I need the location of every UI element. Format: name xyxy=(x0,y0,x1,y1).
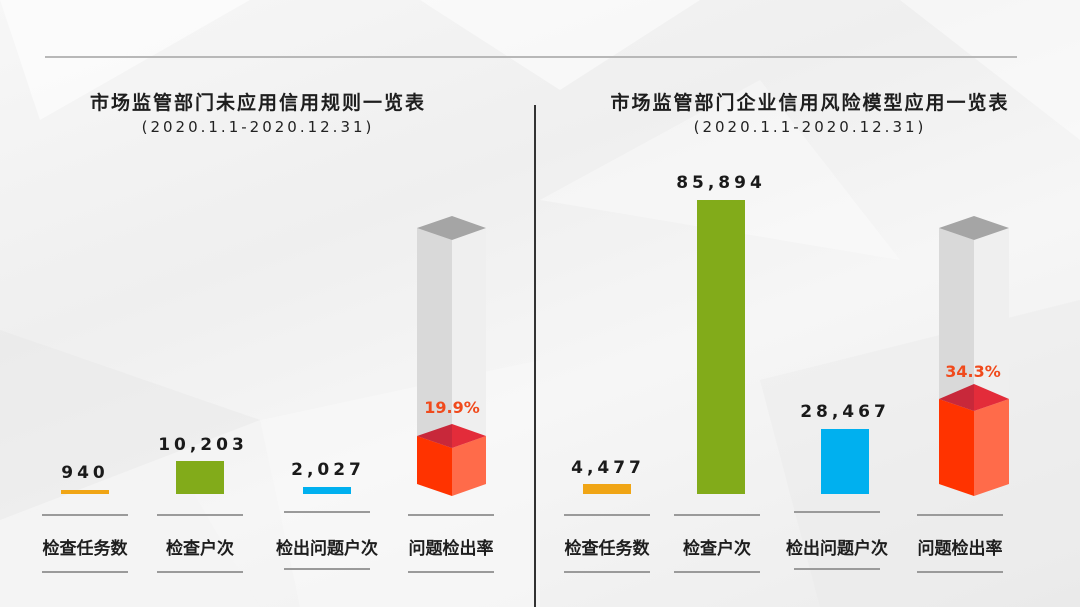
label-rule xyxy=(42,514,128,516)
value-label: 2,027 xyxy=(291,460,365,480)
bar-task-count xyxy=(583,484,631,494)
top-rule xyxy=(45,56,1017,58)
label-rule xyxy=(674,514,760,516)
category-label: 检查户次 xyxy=(683,539,751,559)
label-rule xyxy=(284,511,370,513)
category-label: 检查户次 xyxy=(166,539,234,559)
bar-task-count xyxy=(61,490,109,494)
left-chart-subtitle: (2020.1.1-2020.12.31) xyxy=(141,118,375,136)
label-rule xyxy=(564,514,650,516)
label-rule xyxy=(157,571,243,573)
right-chart-subtitle: (2020.1.1-2020.12.31) xyxy=(693,118,927,136)
right-chart-title: 市场监管部门企业信用风险模型应用一览表 xyxy=(610,92,1010,114)
label-rule xyxy=(794,511,880,513)
rate-cylinder xyxy=(939,216,1009,496)
label-rule xyxy=(674,571,760,573)
bar-problem-households xyxy=(303,487,351,494)
bar-problem-households xyxy=(821,429,869,494)
bar-inspected-households xyxy=(697,200,745,494)
value-label: 28,467 xyxy=(800,402,890,422)
left-chart-title: 市场监管部门未应用信用规则一览表 xyxy=(89,92,426,114)
value-label: 940 xyxy=(61,463,109,483)
label-rule xyxy=(408,571,494,573)
label-rule xyxy=(794,568,880,570)
value-label: 10,203 xyxy=(158,435,248,455)
value-label: 85,894 xyxy=(676,173,766,193)
value-label: 4,477 xyxy=(571,458,645,478)
category-label: 检出问题户次 xyxy=(276,539,378,559)
category-label: 检出问题户次 xyxy=(786,539,888,559)
label-rule xyxy=(284,568,370,570)
category-label: 检查任务数 xyxy=(564,539,650,559)
label-rule xyxy=(917,571,1003,573)
panel-divider xyxy=(534,105,536,607)
label-rule xyxy=(917,514,1003,516)
category-label: 问题检出率 xyxy=(408,539,494,559)
label-rule xyxy=(408,514,494,516)
category-label: 检查任务数 xyxy=(42,539,128,559)
bar-inspected-households xyxy=(176,461,224,494)
label-rule xyxy=(42,571,128,573)
rate-value-label: 34.3% xyxy=(945,362,1001,381)
label-rule xyxy=(564,571,650,573)
category-label: 问题检出率 xyxy=(917,539,1003,559)
label-rule xyxy=(157,514,243,516)
rate-cylinder xyxy=(417,216,486,496)
rate-value-label: 19.9% xyxy=(424,398,480,417)
